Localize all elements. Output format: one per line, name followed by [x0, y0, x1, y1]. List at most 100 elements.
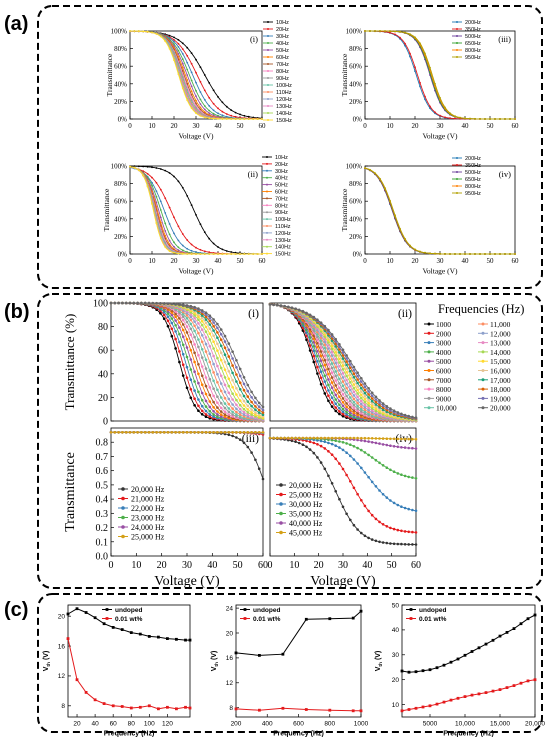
data-point — [224, 353, 227, 356]
data-point — [331, 437, 334, 440]
data-point — [193, 389, 196, 392]
data-point — [235, 387, 238, 390]
data-point — [382, 402, 385, 405]
x-tick-label: 40 — [215, 122, 223, 130]
data-point — [205, 318, 208, 321]
y-tick-label: 8 — [61, 703, 65, 710]
data-point — [407, 476, 410, 479]
data-point — [243, 389, 246, 392]
data-point — [331, 401, 334, 404]
data-point — [201, 413, 204, 416]
legend-label: 650Hz — [465, 41, 481, 47]
data-point — [182, 233, 184, 235]
data-point — [345, 395, 348, 398]
data-point — [94, 698, 97, 701]
data-point — [216, 365, 219, 368]
x-tick-label: 1000 — [354, 721, 369, 728]
data-point — [216, 323, 219, 326]
legend-marker — [456, 157, 458, 159]
data-point — [250, 401, 253, 404]
b-legend-marker — [482, 360, 485, 363]
y-axis-label: Transmittance — [102, 188, 111, 231]
data-point — [415, 543, 418, 546]
data-point — [353, 409, 356, 412]
data-point — [415, 509, 418, 512]
data-point — [201, 405, 204, 408]
legend-marker — [121, 497, 125, 501]
data-point — [459, 117, 461, 119]
data-point — [389, 444, 392, 447]
legend-label: 90Hz — [276, 76, 289, 82]
data-point — [197, 405, 200, 408]
data-point — [439, 115, 441, 117]
data-point — [190, 349, 193, 352]
data-point — [193, 343, 196, 346]
data-point — [178, 431, 181, 434]
data-point — [220, 382, 223, 385]
data-point — [254, 397, 257, 400]
legend-label: 350Hz — [465, 27, 481, 33]
data-point — [235, 708, 238, 711]
data-point — [156, 223, 158, 225]
data-point — [231, 413, 234, 416]
b-legend-marker — [428, 388, 431, 391]
data-point — [193, 397, 196, 400]
data-point — [369, 169, 371, 171]
data-point — [331, 381, 334, 384]
data-point — [360, 532, 363, 535]
y-tick-label: 0.7 — [96, 452, 109, 463]
data-point — [298, 309, 301, 312]
data-point — [201, 320, 204, 323]
data-point — [209, 323, 212, 326]
data-point — [353, 401, 356, 404]
data-point — [220, 333, 223, 336]
data-point — [243, 408, 246, 411]
y-tick-label: 40 — [392, 627, 400, 634]
b-legend-marker — [482, 369, 485, 372]
data-point — [338, 373, 341, 376]
legend-marker — [267, 98, 269, 100]
x-tick-label: 60 — [512, 257, 520, 265]
data-point — [231, 379, 234, 382]
data-point — [258, 411, 261, 414]
x-tick-label: 60 — [411, 560, 421, 571]
data-point — [204, 105, 206, 107]
legend-marker — [267, 91, 269, 93]
data-point — [345, 383, 348, 386]
y-tick-label: 12 — [226, 680, 234, 687]
data-point — [320, 355, 323, 358]
data-point — [224, 384, 227, 387]
data-point — [248, 116, 250, 118]
data-point — [243, 413, 246, 416]
data-point — [298, 437, 301, 440]
data-point — [338, 410, 341, 413]
data-point — [186, 248, 188, 250]
data-point — [121, 431, 124, 434]
data-point — [389, 438, 392, 441]
data-point — [209, 332, 212, 335]
data-point — [152, 302, 155, 305]
data-point — [349, 374, 352, 377]
data-point — [220, 413, 223, 416]
data-point — [404, 530, 407, 533]
data-point — [216, 357, 219, 360]
data-point — [209, 317, 212, 320]
data-point — [201, 431, 204, 434]
data-point — [205, 393, 208, 396]
data-point — [197, 332, 200, 335]
data-point — [167, 431, 170, 434]
data-point — [364, 385, 367, 388]
data-point — [324, 392, 327, 395]
data-point — [272, 304, 275, 307]
data-point — [220, 367, 223, 370]
data-point — [191, 80, 193, 82]
data-point — [464, 253, 466, 255]
data-point — [258, 402, 261, 405]
data-point — [212, 406, 215, 409]
data-point — [434, 253, 436, 255]
b-legend-label: 20,000 — [490, 404, 511, 413]
data-point — [248, 253, 250, 255]
data-point — [197, 382, 200, 385]
data-point — [364, 389, 367, 392]
